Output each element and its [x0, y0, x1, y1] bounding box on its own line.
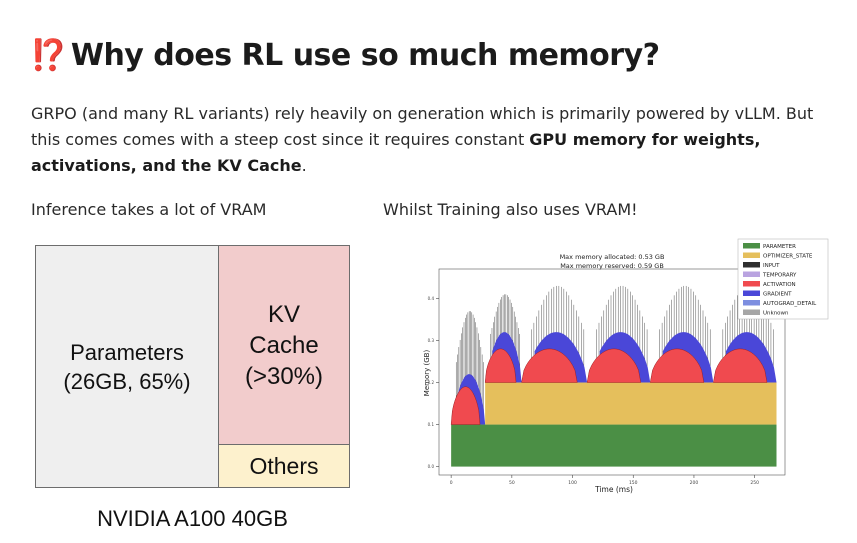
legend-swatch — [743, 290, 760, 296]
y-tick-label: 0.3 — [428, 338, 435, 343]
vram-treemap: Parameters (26GB, 65%) KV Cache (>30%) O… — [35, 245, 350, 488]
kv-label: KV — [267, 300, 300, 328]
inference-caption: Inference takes a lot of VRAM — [31, 200, 267, 219]
legend-label: Unknown — [763, 311, 789, 317]
parameters-label: Parameters — [70, 339, 184, 365]
page-heading: ⁉️ Why does RL use so much memory? — [30, 38, 660, 73]
cache-label: Cache — [249, 331, 319, 359]
x-axis-label: Time (ms) — [594, 485, 633, 494]
parameter-band — [451, 424, 777, 467]
legend-swatch — [743, 252, 760, 258]
x-tick-label: 200 — [690, 480, 699, 486]
kv-percent-label: (>30%) — [244, 362, 324, 390]
intro-text-part2: . — [301, 156, 307, 175]
y-tick-label: 0.0 — [428, 464, 435, 469]
parameters-block: Parameters (26GB, 65%) — [35, 245, 219, 488]
kv-cache-block: KV Cache (>30%) — [218, 245, 350, 445]
x-tick-label: 250 — [750, 480, 759, 486]
legend-swatch — [743, 281, 760, 287]
axes-layer: 0 50 100 150 200 250 0.0 0.1 0.2 0.3 0.4 — [428, 296, 759, 486]
intro-text-bold: GPU memory for weights, activations, and… — [31, 130, 761, 175]
step-2-activation — [521, 348, 578, 383]
legend-swatch — [743, 243, 760, 249]
area-layer — [450, 285, 777, 467]
chart-legend: PARAMETER OPTIMIZER_STATE INPUT TEMPORARY AC… — [737, 238, 829, 320]
step-5-activation — [713, 348, 768, 383]
legend-swatch — [743, 309, 760, 315]
step-1-activation — [484, 348, 517, 383]
legend-label: TEMPORARY — [762, 273, 797, 279]
memory-profile-chart: 0 50 100 150 200 250 0.0 0.1 0.2 0.3 0.4 Max memor… — [423, 238, 829, 494]
intro-text-part1: GRPO (and many RL variants) rely heavily… — [31, 104, 814, 149]
y-tick-label: 0.4 — [428, 296, 435, 301]
others-block: Others — [218, 444, 350, 488]
legend-swatch — [743, 300, 760, 306]
optimizer-state-band — [485, 382, 777, 425]
legend-swatch — [743, 262, 760, 268]
y-axis-label: Memory (GB) — [423, 350, 431, 397]
legend-swatch — [743, 271, 760, 277]
legend-box — [737, 238, 829, 320]
x-tick-label: 100 — [568, 480, 577, 486]
others-label: Others — [249, 452, 319, 479]
x-tick-label: 50 — [509, 480, 515, 486]
parameters-size-label: (26GB, 65%) — [63, 368, 191, 394]
legend-label: AUTOGRAD_DETAIL — [763, 301, 817, 307]
heading-text: Why does RL use so much memory? — [70, 38, 660, 73]
training-caption: Whilst Training also uses VRAM! — [383, 200, 638, 219]
legend-label: INPUT — [763, 263, 780, 269]
y-tick-label: 0.2 — [428, 380, 435, 385]
legend-label: OPTIMIZER_STATE — [763, 254, 813, 260]
step-4-activation — [649, 348, 705, 383]
exclamation-question-icon: ⁉️ — [30, 38, 67, 73]
legend-label: ACTIVATION — [763, 282, 796, 288]
legend-label: PARAMETER — [763, 244, 796, 250]
gpu-label: NVIDIA A100 40GB — [97, 506, 288, 531]
step-3-activation — [586, 348, 642, 383]
x-tick-label: 0 — [450, 480, 453, 486]
intro-paragraph: GRPO (and many RL variants) rely heavily… — [31, 101, 821, 179]
step-0-activation — [450, 386, 481, 425]
chart-title-line1: Max memory allocated: 0.53 GB — [560, 253, 665, 261]
legend-label: GRADIENT — [763, 292, 792, 298]
x-tick-label: 150 — [629, 480, 638, 486]
y-tick-label: 0.1 — [428, 422, 435, 427]
chart-title-line2: Max memory reserved: 0.59 GB — [560, 262, 664, 270]
